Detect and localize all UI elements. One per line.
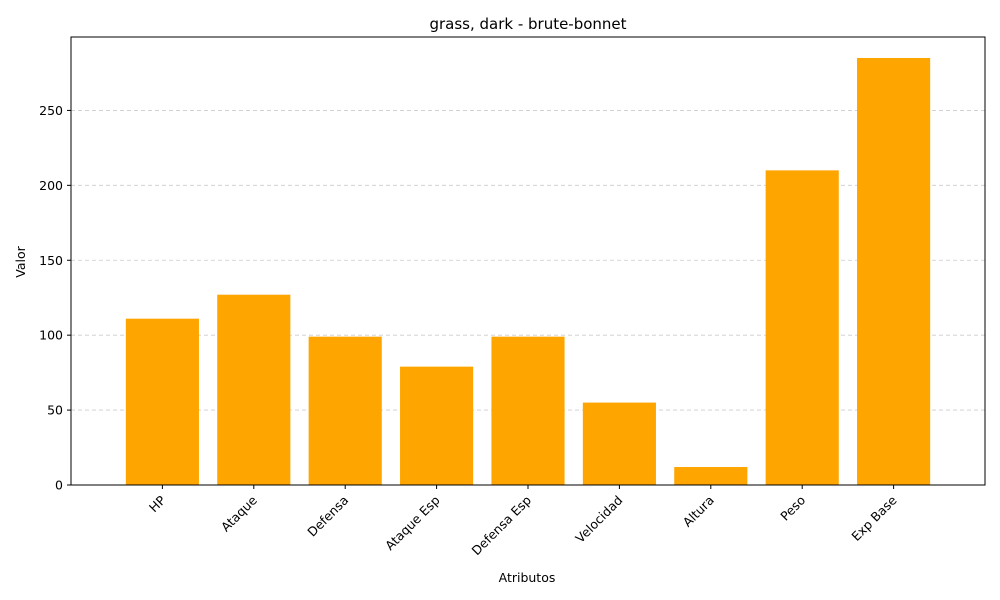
- bar-ataque: [217, 294, 291, 485]
- bar-velocidad: [582, 402, 656, 485]
- y-axis-label: Valor: [13, 245, 28, 277]
- y-tick-label: 250: [39, 103, 63, 118]
- y-tick-label: 0: [55, 478, 63, 493]
- bars: [125, 57, 931, 485]
- bar-peso: [765, 170, 839, 485]
- y-tick-label: 100: [39, 328, 63, 343]
- bar-ataque-esp: [400, 366, 474, 485]
- x-tick-label: Exp Base: [848, 492, 900, 544]
- x-tick-label: Velocidad: [572, 493, 625, 546]
- x-tick-label: Defensa Esp: [468, 492, 534, 558]
- bar-defensa: [308, 336, 382, 485]
- x-tick-label: Defensa: [304, 493, 351, 540]
- y-tick-label: 50: [47, 403, 63, 418]
- bar-altura: [674, 467, 748, 485]
- x-tick-label: Altura: [680, 493, 717, 530]
- x-tick-label: Ataque Esp: [382, 492, 443, 553]
- y-tick-label: 200: [39, 178, 63, 193]
- x-tick-label: Peso: [777, 493, 808, 524]
- x-axis-label: Atributos: [499, 570, 556, 585]
- x-tick-label: Ataque: [218, 492, 260, 534]
- bar-defensa-esp: [491, 336, 565, 485]
- chart-title: grass, dark - brute-bonnet: [429, 15, 626, 33]
- x-tick-label: HP: [146, 492, 169, 515]
- x-axis: HP Ataque Defensa Ataque Esp Defensa Esp Velo…: [146, 485, 900, 558]
- y-axis: 0 50 100 150 200 250: [39, 103, 71, 493]
- bar-exp-base: [857, 57, 931, 485]
- y-tick-label: 150: [39, 253, 63, 268]
- bar-hp: [125, 318, 199, 485]
